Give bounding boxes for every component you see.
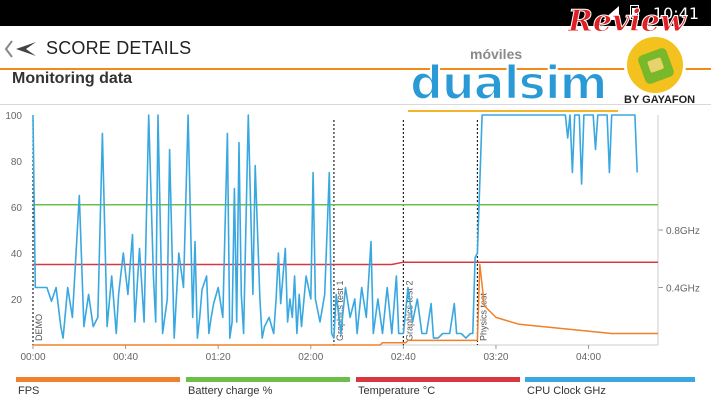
series-line-fps: [33, 263, 658, 346]
watermark-top-word: móviles: [470, 46, 523, 62]
test-marker-label: Graphics test 2: [404, 280, 414, 341]
series-line-temperature: [33, 261, 658, 266]
test-marker-label: DEMO: [34, 314, 44, 341]
watermark-underline: [408, 110, 618, 112]
x-tick-label: 02:40: [391, 352, 416, 363]
legend-label: FPS: [18, 385, 40, 397]
clock: 10:41: [652, 4, 699, 23]
legend-swatch: [16, 377, 180, 382]
status-bar: 10:41: [0, 0, 711, 26]
test-marker-label: Graphics test 1: [335, 280, 345, 341]
action-bar: SCORE DETAILS: [0, 26, 711, 70]
x-tick-label: 00:40: [113, 352, 138, 363]
watermark-brand: dualsim: [409, 55, 609, 111]
watermark-byline: BY GAYAFON: [624, 94, 696, 106]
battery-icon: [630, 5, 639, 20]
section-title: Monitoring data: [12, 70, 132, 87]
legend-item-battery[interactable]: Battery charge %: [186, 374, 350, 400]
legend-label: CPU Clock GHz: [527, 385, 606, 397]
legend-label: Battery charge %: [188, 385, 273, 397]
x-tick-label: 01:20: [206, 352, 231, 363]
signal-icon: [603, 6, 619, 20]
monitoring-chart: 20 40 60 80 100 0.4GHz 0.8GHz 00:00 00:40 01:20 02…: [0, 105, 711, 370]
legend-item-fps[interactable]: FPS: [16, 374, 180, 400]
y-tick-label: 40: [11, 249, 23, 260]
legend-label: Temperature °C: [358, 385, 436, 397]
x-tick-label: 04:00: [576, 352, 601, 363]
y-tick-label: 100: [5, 111, 22, 122]
sim-card-icon: [624, 34, 686, 96]
y-tick-label: 20: [11, 295, 23, 306]
series-line-cpu: [32, 114, 638, 339]
watermark-logo: móviles dualsim Review BY GAYAFON: [400, 4, 700, 116]
y-tick-label: 60: [11, 203, 23, 214]
x-tick-label: 03:20: [483, 352, 508, 363]
x-tick-label: 00:00: [20, 352, 45, 363]
legend-item-temperature[interactable]: Temperature °C: [356, 374, 520, 400]
section-divider: [0, 104, 711, 105]
right-axis-label: 0.8GHz: [666, 226, 700, 237]
y-tick-label: 80: [11, 157, 23, 168]
legend-swatch: [186, 377, 350, 382]
legend-swatch: [525, 377, 695, 382]
chart-legend: FPS Battery charge % Temperature °C CPU Clo…: [0, 374, 711, 400]
monitoring-chart-svg: 20 40 60 80 100 0.4GHz 0.8GHz 00:00 00:40 01:20 02…: [5, 111, 700, 363]
legend-item-cpu[interactable]: CPU Clock GHz: [525, 374, 695, 400]
watermark-review: Review: [568, 4, 687, 40]
back-icon[interactable]: [4, 38, 40, 60]
x-tick-label: 02:00: [298, 352, 323, 363]
page-title: SCORE DETAILS: [46, 38, 192, 58]
legend-swatch: [356, 377, 520, 382]
test-marker-label: Physics test: [478, 292, 488, 341]
right-axis-label: 0.4GHz: [666, 284, 700, 295]
